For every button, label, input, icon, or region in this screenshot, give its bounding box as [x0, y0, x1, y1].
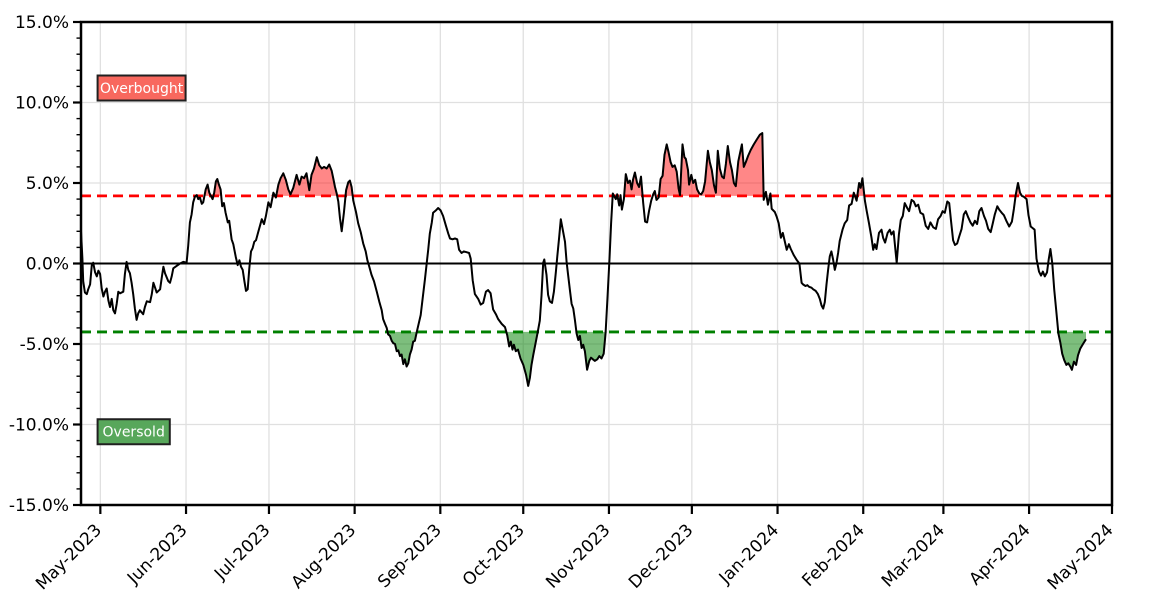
overbought-fill-region [81, 133, 1086, 196]
y-tick-label: -10.0% [9, 416, 69, 436]
overbought-label-box [96, 74, 187, 102]
y-tick-label: -15.0% [9, 496, 69, 516]
y-tick-label: 15.0% [15, 13, 69, 33]
y-tick-label: -5.0% [20, 335, 69, 355]
oversold-label: Oversold [103, 425, 165, 441]
y-tick-label: 10.0% [15, 94, 69, 114]
series-line [80, 132, 1087, 387]
overbought-label: Overbought [100, 81, 184, 97]
y-tick-label: 5.0% [26, 174, 69, 194]
y-tick-label: 0.0% [26, 255, 69, 275]
oversold-label-box [96, 418, 171, 446]
oversold-fill-region [81, 331, 1086, 386]
